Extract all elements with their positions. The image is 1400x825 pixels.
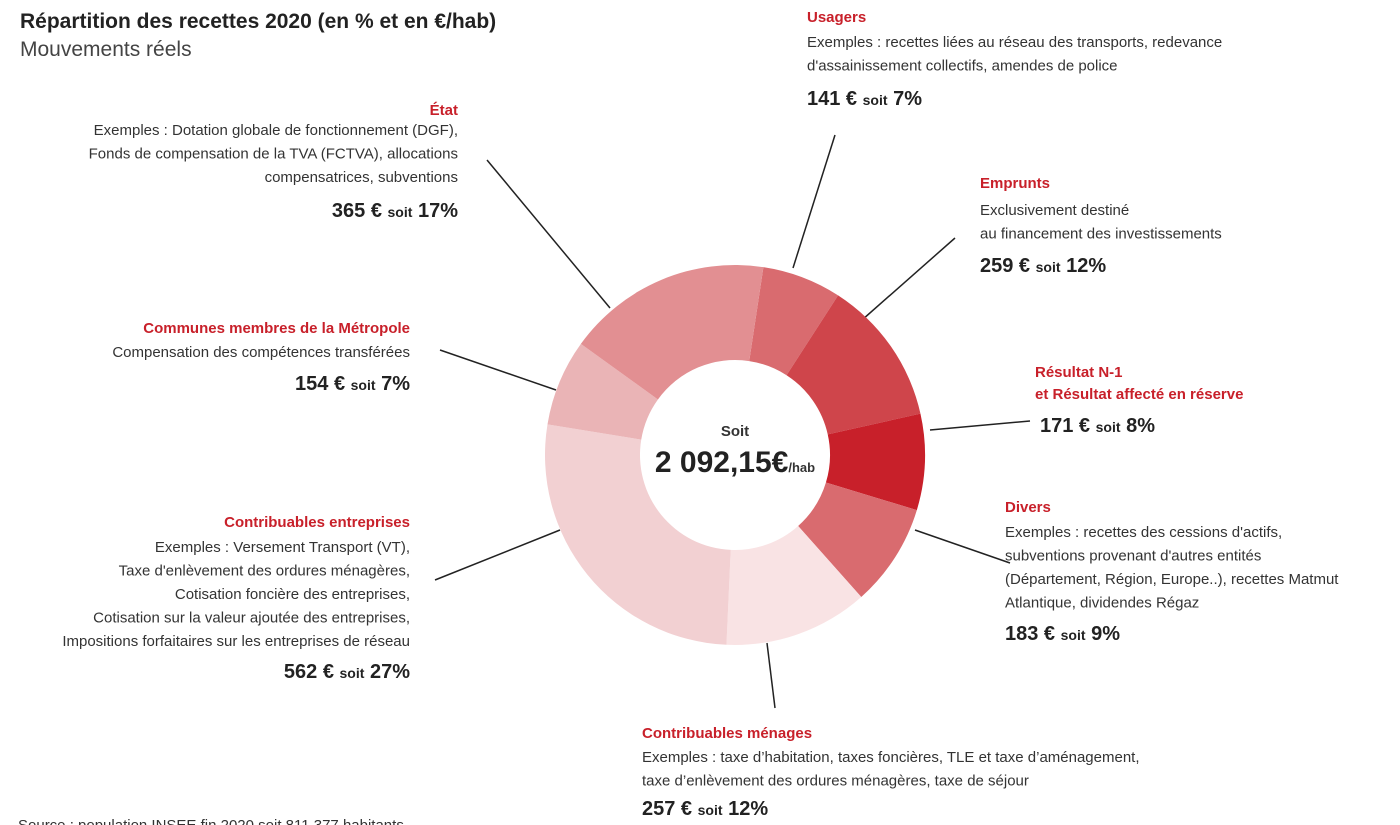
- center-value: 2 092,15€: [655, 446, 789, 479]
- source: Source : population INSEE fin 2020 soit …: [18, 817, 404, 825]
- category-name: Emprunts: [980, 175, 1050, 192]
- percent: 7%: [381, 373, 410, 395]
- donut-segment: [786, 295, 921, 435]
- category-description: Taxe d'enlèvement des ordures ménagères,: [119, 563, 410, 580]
- center-total: 2 092,15€/hab: [655, 446, 815, 479]
- percent: 12%: [1066, 255, 1106, 277]
- category-description: Cotisation sur la valeur ajoutée des ent…: [93, 610, 410, 627]
- connector: soit: [1036, 259, 1061, 275]
- percent: 7%: [893, 88, 922, 110]
- center-label: Soit: [721, 423, 749, 440]
- chart-subtitle: Mouvements réels: [20, 38, 192, 61]
- value-label: 141 € soit 7%: [807, 88, 922, 110]
- category-description: Exemples : taxe d’habitation, taxes fonc…: [642, 749, 1140, 766]
- value-label: 257 € soit 12%: [642, 798, 768, 820]
- percent: 12%: [728, 798, 768, 820]
- value-label: 183 € soit 9%: [1005, 623, 1120, 645]
- connector: soit: [340, 665, 365, 681]
- leader-line: [486, 159, 611, 309]
- percent: 27%: [370, 661, 410, 683]
- category-name: Contribuables entreprises: [224, 514, 410, 531]
- category-description: taxe d’enlèvement des ordures ménagères,…: [642, 773, 1029, 790]
- category-description: compensatrices, subventions: [265, 169, 458, 186]
- value: 257 €: [642, 798, 692, 820]
- donut-segment: [726, 525, 862, 645]
- category-name: Résultat N-1 et Résultat affecté en réser…: [1035, 364, 1243, 403]
- category-description: au financement des investissements: [980, 226, 1222, 243]
- leader-line: [929, 420, 1031, 431]
- donut: [545, 265, 926, 645]
- center-unit: /hab: [788, 460, 815, 475]
- category-description: Exemples : recettes des cessions d'actif…: [1005, 524, 1282, 541]
- category-description: subventions provenant d'autres entités: [1005, 548, 1261, 565]
- category-name: Usagers: [807, 9, 866, 26]
- donut-segment: [825, 413, 926, 511]
- category-name: Communes membres de la Métropole: [143, 320, 410, 337]
- category-description: Cotisation foncière des entreprises,: [175, 586, 410, 603]
- value: 183 €: [1005, 623, 1055, 645]
- donut-segment: [798, 482, 917, 597]
- value-label: 171 € soit 8%: [1040, 415, 1155, 437]
- category-description: Atlantique, dividendes Régaz: [1005, 595, 1199, 612]
- leader-line: [439, 349, 557, 391]
- category-description: Exemples : Versement Transport (VT),: [155, 539, 410, 556]
- value: 562 €: [284, 661, 334, 683]
- category-description: Compensation des compétences transférées: [112, 344, 410, 361]
- leader-line: [766, 642, 776, 709]
- percent: 9%: [1091, 623, 1120, 645]
- leader-lines: [434, 134, 1031, 709]
- percent: 17%: [418, 200, 458, 222]
- donut-segment: [545, 424, 731, 645]
- donut-segment: [749, 267, 839, 376]
- category-description: d'assainissement collectifs, amendes de …: [807, 58, 1118, 75]
- leader-line: [914, 529, 1011, 564]
- connector: soit: [1096, 419, 1121, 435]
- value: 365 €: [332, 200, 382, 222]
- value: 171 €: [1040, 415, 1090, 437]
- category-description: Impositions forfaitaires sur les entrepr…: [62, 633, 410, 650]
- connector: soit: [698, 802, 723, 818]
- category-name: Contribuables ménages: [642, 725, 812, 742]
- percent: 8%: [1126, 415, 1155, 437]
- value-label: 154 € soit 7%: [295, 373, 410, 395]
- connector: soit: [863, 92, 888, 108]
- chart-title: Répartition des recettes 2020 (en % et e…: [20, 10, 496, 33]
- leader-line: [792, 134, 836, 269]
- leader-line: [861, 237, 956, 321]
- category-name: Divers: [1005, 499, 1051, 516]
- category-description: Exclusivement destiné: [980, 202, 1129, 219]
- category-description: Fonds de compensation de la TVA (FCTVA),…: [89, 146, 458, 163]
- value: 141 €: [807, 88, 857, 110]
- category-description: Exemples : recettes liées au réseau des …: [807, 34, 1222, 51]
- category-name: État: [430, 102, 458, 119]
- value-label: 259 € soit 12%: [980, 255, 1106, 277]
- value: 154 €: [295, 373, 345, 395]
- leader-line: [434, 529, 561, 581]
- category-description: (Département, Région, Europe..), recette…: [1005, 571, 1339, 588]
- connector: soit: [388, 204, 413, 220]
- donut-segment: [580, 265, 764, 400]
- connector: soit: [351, 377, 376, 393]
- value: 259 €: [980, 255, 1030, 277]
- connector: soit: [1061, 627, 1086, 643]
- category-description: Exemples : Dotation globale de fonctionn…: [94, 122, 458, 139]
- value-label: 562 € soit 27%: [284, 661, 410, 683]
- donut-segment: [547, 343, 658, 440]
- value-label: 365 € soit 17%: [332, 200, 458, 222]
